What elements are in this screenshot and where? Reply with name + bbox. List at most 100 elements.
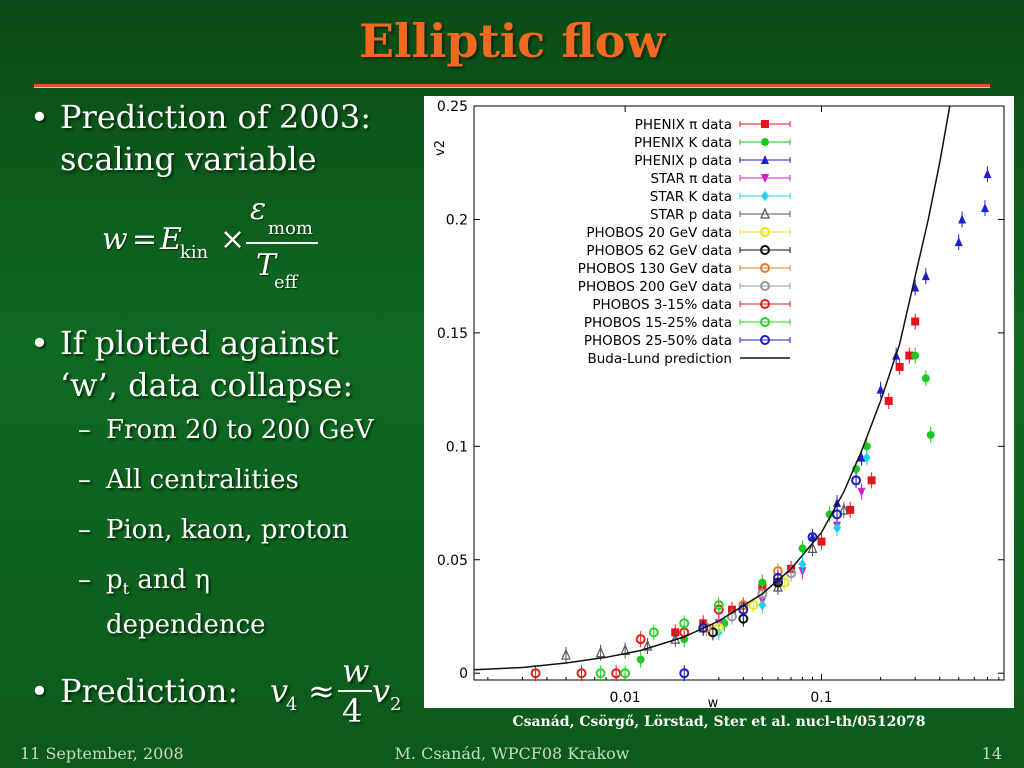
x-axis-label: w [708,696,719,708]
y-tick-label: 0.1 [446,439,468,455]
formula-frac-w: w [342,652,370,690]
x-tick-label: 0.01 [610,690,641,706]
legend-entry-label: PHENIX π data [635,117,732,133]
formula-equals: = [132,222,158,257]
data-point [698,622,709,633]
data-point [757,588,768,599]
data-point [758,578,767,587]
x-tick-label: 0.1 [810,690,832,706]
v2-vs-w-scatter-chart: 0 0.05 0.1 0.15 0.2 0.25 0.01 0.1 w v2 PHENIX π da… [433,99,1005,711]
data-point [760,317,770,327]
pt-subscript: t [122,579,130,599]
y-tick-label: 0.15 [437,326,468,342]
data-point [911,282,920,292]
legend-entry-label: PHOBOS 20 GeV data [586,225,732,241]
data-point [862,452,871,463]
legend-entry-label: STAR p data [650,207,732,223]
data-point [760,245,770,255]
data-point [760,227,770,237]
y-tick-label: 0.2 [446,212,468,228]
legend-entry-label: Buda-Lund prediction [587,351,732,367]
bullet-prediction-2003: Prediction of 2003: scaling variable [26,96,421,180]
formula-v2: v [372,672,391,710]
data-point [921,271,930,281]
formula-E: E [160,222,182,257]
formula-eff: eff [274,272,298,293]
bullet-list-2: If plotted against ‘w’, data collapse: F… [26,322,421,643]
formula-mom: mom [268,218,313,239]
legend-entry-label: STAR π data [650,171,732,187]
data-point [576,668,587,679]
legend-entry-label: PHOBOS 3-15% data [592,297,732,313]
data-point [884,396,893,405]
data-point [833,522,842,533]
data-point [833,498,842,508]
data-point [857,487,866,497]
y-axis-label: v2 [433,140,448,156]
data-point [713,600,724,611]
formula-kin: kin [180,242,209,263]
formula-T: T [256,248,277,283]
data-point [595,646,606,658]
data-point [825,510,834,519]
data-point [761,174,769,183]
figure-caption: Csanád, Csörgő, Lörstad, Ster et al. nuc… [512,714,926,730]
data-point [561,648,571,660]
data-point [620,644,631,656]
bullet-text: Prediction of 2003: [60,98,372,136]
data-point [895,362,904,371]
bullet-text: If plotted against [60,324,339,362]
legend-entry-label: PHOBOS 130 GeV data [578,261,732,277]
formula-v2-sub: 2 [390,694,402,715]
legend-entry-label: STAR K data [650,189,732,205]
data-point [911,351,920,360]
y-tick-label: 0.25 [437,99,468,115]
data-point [636,655,645,664]
data-point [807,532,818,543]
formula-v4: v [270,672,289,710]
data-point [846,505,855,514]
plot-frame [473,105,1005,681]
bullet-text: ‘w’, data collapse: [60,366,354,404]
y-tick-label: 0.05 [437,553,468,569]
data-point [867,476,876,485]
data-point [926,430,935,439]
data-point [760,207,770,219]
data-point [760,335,770,345]
data-point [748,600,759,611]
data-point [876,384,885,394]
legend-entry-label: PHOBOS 62 GeV data [586,243,732,259]
data-point [958,214,967,224]
legend-entry-label: PHOBOS 200 GeV data [578,279,732,295]
data-point [798,559,807,570]
sub-bullet-text: dependence [106,610,266,641]
formula-frac-4: 4 [342,692,363,730]
prediction-label: Prediction: [60,672,239,710]
bullet-text: scaling variable [60,140,317,178]
pt-rest: and η [129,565,211,595]
data-point [760,281,770,291]
data-point [620,668,631,679]
data-point [761,155,769,164]
data-point [642,639,653,651]
legend-entry-label: PHOBOS 25-50% data [584,333,732,349]
scaling-variable-formula: w = E kin × ε mom T eff [96,192,346,295]
data-point [530,668,541,679]
formula-w: w [102,222,128,257]
data-point [779,577,790,588]
y-tick-label: 0 [459,666,468,682]
footer-date: 11 September, 2008 [20,744,184,763]
data-point [760,263,770,273]
legend-entry-label: PHENIX p data [634,153,732,169]
data-point [921,374,930,383]
sub-bullet-energy: From 20 to 200 GeV [26,412,421,448]
data-point [851,475,862,486]
formula-epsilon: ε [250,192,267,227]
data-point [807,541,818,554]
data-point [817,537,826,546]
sub-bullet-centralities: All centralities [26,462,421,498]
data-point [635,634,646,645]
footer-presenter: M. Csanád, WPCF08 Krakow [394,744,630,763]
legend-entry-label: PHENIX K data [634,135,732,151]
bullet-dot: • [30,672,49,710]
